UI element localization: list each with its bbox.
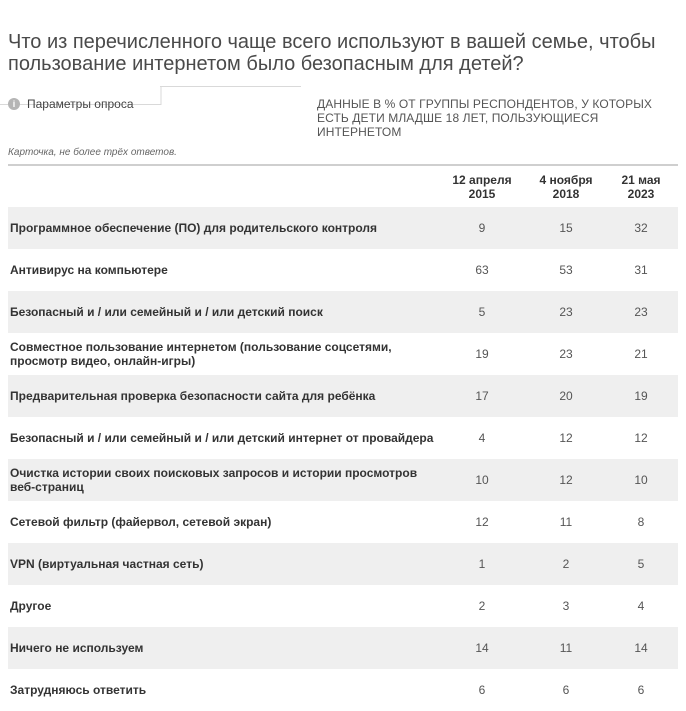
table-row: Сетевой фильтр (файервол, сетевой экран)… xyxy=(8,501,678,543)
value-2018: 23 xyxy=(559,305,573,319)
table-row: Программное обеспечение (ПО) для родител… xyxy=(8,207,678,249)
value-2023: 14 xyxy=(634,641,648,655)
table-row: Антивирус на компьютере 63 53 31 xyxy=(8,249,678,291)
value-2018: 15 xyxy=(559,221,573,235)
value-2023: 10 xyxy=(634,473,648,487)
table-row: VPN (виртуальная частная сеть) 1 2 5 xyxy=(8,543,678,585)
value-2023: 32 xyxy=(634,221,648,235)
value-2015: 12 xyxy=(475,515,489,529)
table-row: Безопасный и / или семейный и / или детс… xyxy=(8,291,678,333)
row-label: Совместное пользование интернетом (польз… xyxy=(10,340,392,368)
value-2018: 3 xyxy=(562,599,570,613)
row-label: Очистка истории своих поисковых запросов… xyxy=(10,466,418,494)
value-2023: 21 xyxy=(634,347,648,361)
value-2015: 17 xyxy=(475,389,489,403)
value-2018: 11 xyxy=(559,641,573,655)
row-label: Ничего не используем xyxy=(10,641,144,655)
info-icon[interactable]: i xyxy=(8,98,20,110)
value-2015: 1 xyxy=(478,557,486,571)
row-label: Программное обеспечение (ПО) для родител… xyxy=(10,221,378,235)
table-row: Предварительная проверка безопасности са… xyxy=(8,375,678,417)
value-2015: 5 xyxy=(478,305,486,319)
value-2015: 19 xyxy=(475,347,489,361)
value-2018: 23 xyxy=(559,347,573,361)
value-2015: 2 xyxy=(478,599,486,613)
row-label: Предварительная проверка безопасности са… xyxy=(10,389,376,403)
value-2018: 53 xyxy=(559,263,573,277)
params-tab-corner xyxy=(150,86,162,105)
table-row: Очистка истории своих поисковых запросов… xyxy=(8,459,678,501)
data-note: ДАННЫЕ В % ОТ ГРУППЫ РЕСПОНДЕНТОВ, У КОТ… xyxy=(317,97,653,139)
results-table: Программное обеспечение (ПО) для родител… xyxy=(8,207,678,711)
column-header-date: 12 апреля xyxy=(452,173,512,187)
card-note: Карточка, не более трёх ответов. xyxy=(8,147,177,158)
params-divider xyxy=(0,104,150,105)
value-2015: 4 xyxy=(478,431,486,445)
column-header-2015: 12 апреля 2015 xyxy=(440,173,524,201)
row-label: Сетевой фильтр (файервол, сетевой экран) xyxy=(10,515,272,529)
column-header-year: 2018 xyxy=(552,187,580,201)
params-top-divider xyxy=(160,86,301,87)
row-label: Другое xyxy=(10,599,52,613)
page-title: Что из перечисленного чаще всего использ… xyxy=(8,31,656,75)
column-header-2023: 21 мая 2023 xyxy=(599,173,683,201)
value-2023: 31 xyxy=(634,263,648,277)
value-2023: 19 xyxy=(634,389,648,403)
value-2023: 4 xyxy=(637,599,645,613)
table-row: Другое 2 3 4 xyxy=(8,585,678,627)
value-2018: 2 xyxy=(562,557,570,571)
value-2018: 20 xyxy=(559,389,573,403)
column-header-year: 2023 xyxy=(627,187,655,201)
column-header-2018: 4 ноября 2018 xyxy=(524,173,608,201)
value-2018: 12 xyxy=(559,431,573,445)
column-header-date: 21 мая xyxy=(621,173,661,187)
row-label: Антивирус на компьютере xyxy=(10,263,168,277)
row-label: Затрудняюсь ответить xyxy=(10,683,147,697)
value-2023: 8 xyxy=(637,515,645,529)
value-2018: 12 xyxy=(559,473,573,487)
value-2015: 6 xyxy=(478,683,486,697)
header-rule xyxy=(8,164,678,166)
row-label: Безопасный и / или семейный и / или детс… xyxy=(10,305,323,319)
value-2023: 5 xyxy=(637,557,645,571)
row-label: VPN (виртуальная частная сеть) xyxy=(10,557,204,571)
value-2018: 6 xyxy=(562,683,570,697)
column-header-date: 4 ноября xyxy=(539,173,593,187)
value-2018: 11 xyxy=(559,515,573,529)
value-2015: 63 xyxy=(475,263,489,277)
survey-params-link[interactable]: Параметры опроса xyxy=(27,97,134,111)
value-2023: 23 xyxy=(634,305,648,319)
value-2015: 9 xyxy=(478,221,486,235)
table-row: Совместное пользование интернетом (польз… xyxy=(8,333,678,375)
value-2015: 10 xyxy=(475,473,489,487)
value-2023: 6 xyxy=(637,683,645,697)
table-row: Безопасный и / или семейный и / или детс… xyxy=(8,417,678,459)
table-row: Затрудняюсь ответить 6 6 6 xyxy=(8,669,678,711)
value-2015: 14 xyxy=(475,641,489,655)
row-label: Безопасный и / или семейный и / или детс… xyxy=(10,431,434,445)
value-2023: 12 xyxy=(634,431,648,445)
column-header-year: 2015 xyxy=(468,187,496,201)
table-row: Ничего не используем 14 11 14 xyxy=(8,627,678,669)
